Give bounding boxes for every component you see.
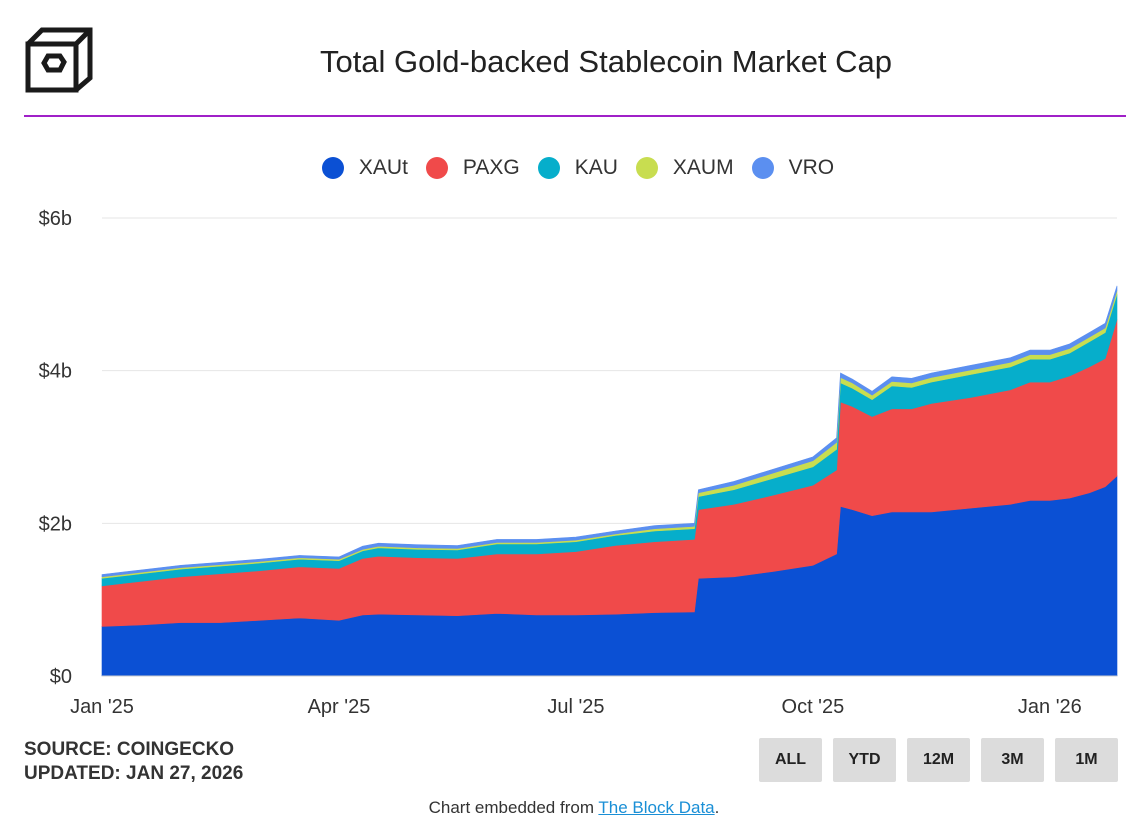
legend-dot-vro: [751, 157, 774, 179]
legend-dot-paxg: [425, 157, 448, 179]
range-button-12m[interactable]: 12M: [907, 738, 970, 782]
legend-label-paxg: PAXG: [462, 156, 520, 179]
legend-label-xaum: XAUM: [672, 156, 734, 179]
range-button-ytd[interactable]: YTD: [833, 738, 896, 782]
title-divider: [24, 115, 1126, 117]
legend-item-xaut[interactable]: XAUt: [321, 156, 408, 180]
footer-note: Chart embedded from The Block Data.: [0, 798, 1148, 818]
updated-line: UPDATED: JAN 27, 2026: [24, 763, 244, 784]
chart-title: Total Gold-backed Stablecoin Market Cap: [319, 44, 893, 79]
legend-dot-xaum: [635, 157, 658, 179]
x-tick-label: Oct '25: [782, 696, 845, 718]
y-tick-label: $0: [50, 666, 72, 688]
y-tick-label: $6b: [39, 208, 72, 230]
legend-dot-kau: [537, 157, 560, 179]
y-tick-label: $4b: [39, 361, 72, 383]
footer-suffix: .: [714, 798, 720, 817]
x-tick-label: Apr '25: [308, 696, 371, 718]
source-line: SOURCE: COINGECKO: [24, 739, 235, 760]
legend-label-kau: KAU: [574, 156, 618, 179]
footer-prefix: Chart embedded from: [428, 798, 599, 817]
chart-plot: $0 $2b $4b $6b Jan '25 Apr '25 Jul '25 Oct '25 J…: [39, 208, 1118, 718]
range-button-all[interactable]: ALL: [759, 738, 822, 782]
chart-legend: XAUt PAXG KAU XAUM VRO: [0, 156, 1148, 180]
range-button-3m[interactable]: 3M: [981, 738, 1044, 782]
x-tick-label: Jan '26: [1018, 696, 1082, 718]
x-tick-label: Jan '25: [70, 696, 134, 718]
legend-item-paxg[interactable]: PAXG: [425, 156, 520, 180]
area-vro: [101, 285, 1118, 578]
legend-item-xaum[interactable]: XAUM: [635, 156, 734, 180]
source-note: SOURCE: COINGECKO UPDATED: JAN 27, 2026: [24, 738, 243, 786]
legend-label-vro: VRO: [788, 156, 835, 179]
range-button-1m[interactable]: 1M: [1055, 738, 1118, 782]
legend-label-xaut: XAUt: [358, 156, 408, 179]
legend-item-kau[interactable]: KAU: [537, 156, 618, 180]
the-block-logo-icon: [25, 27, 93, 93]
range-selector: ALL YTD 12M 3M 1M: [759, 738, 1118, 782]
x-tick-label: Jul '25: [547, 696, 604, 718]
y-tick-label: $2b: [39, 513, 72, 535]
legend-dot-xaut: [321, 157, 344, 179]
legend-item-vro[interactable]: VRO: [751, 156, 835, 180]
the-block-data-link[interactable]: The Block Data: [598, 798, 715, 817]
